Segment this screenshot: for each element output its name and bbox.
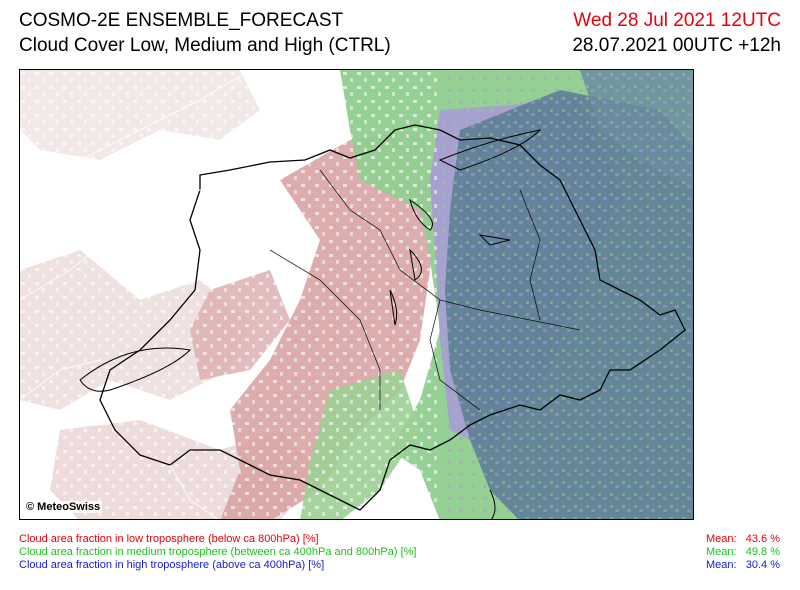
map-title: COSMO-2E ENSEMBLE_FORECAST bbox=[19, 10, 344, 31]
legend-low-mean: Mean: 43.6 % bbox=[706, 533, 780, 546]
swiss-border bbox=[99, 124, 686, 511]
map-canvas bbox=[20, 70, 693, 519]
legend-medium-label: Cloud area fraction in medium tropospher… bbox=[19, 546, 417, 558]
legend-medium-mean-value: 49.8 % bbox=[745, 546, 780, 558]
legend-low-label: Cloud area fraction in low troposphere (… bbox=[19, 533, 319, 545]
neighbour-borders bbox=[20, 70, 311, 519]
legend-low-mean-label: Mean: bbox=[706, 533, 737, 545]
cloud-cover-map: © MeteoSwiss bbox=[19, 69, 694, 520]
legend-high-mean: Mean: 30.4 % bbox=[706, 559, 780, 572]
map-subtitle: Cloud Cover Low, Medium and High (CTRL) bbox=[19, 35, 391, 56]
valid-time: Wed 28 Jul 2021 12UTC bbox=[573, 10, 781, 31]
cloud-texture bbox=[20, 70, 440, 519]
legend-medium-mean: Mean: 49.8 % bbox=[706, 546, 780, 559]
legend-low-mean-value: 43.6 % bbox=[745, 533, 780, 545]
copyright-label: © MeteoSwiss bbox=[24, 501, 103, 513]
legend-high-mean-label: Mean: bbox=[706, 559, 737, 571]
cloud-texture-dense bbox=[440, 70, 693, 519]
run-info: 28.07.2021 00UTC +12h bbox=[572, 35, 781, 56]
lakes bbox=[79, 129, 542, 519]
legend-high-mean-value: 30.4 % bbox=[745, 559, 780, 571]
legend-medium-mean-label: Mean: bbox=[706, 546, 737, 558]
legend-high-label: Cloud area fraction in high troposphere … bbox=[19, 559, 325, 571]
regional-borders bbox=[269, 169, 581, 411]
